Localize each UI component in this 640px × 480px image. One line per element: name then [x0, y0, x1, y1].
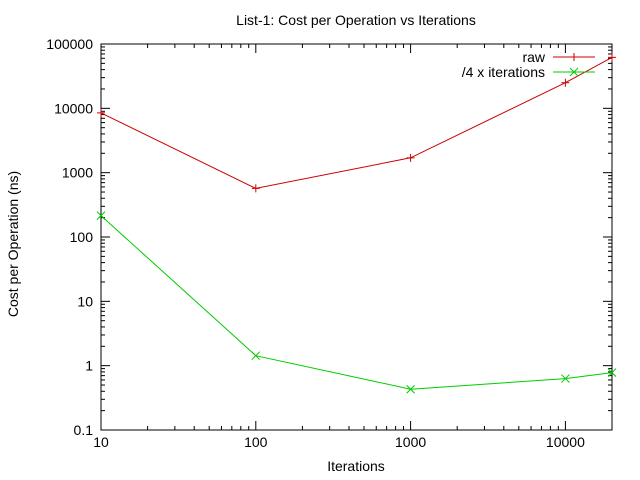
legend: raw/4 x iterations — [462, 49, 595, 80]
series-1-point — [561, 78, 570, 87]
y-axis: 0.1 1 10 100 1000 10000 100000 — [46, 36, 612, 438]
y-tick-label: 100000 — [46, 36, 93, 52]
plot-frame — [100, 43, 613, 431]
series-2-point — [251, 351, 261, 361]
x-tick-label: 100 — [244, 434, 268, 450]
series-2-point — [607, 368, 617, 377]
series-2-point — [561, 374, 570, 383]
legend-marker-2 — [569, 67, 579, 77]
series-1-point — [97, 108, 105, 117]
series-line-2 — [100, 215, 613, 390]
legend-label-2: /4 x iterations — [462, 64, 545, 80]
series-1-point — [608, 53, 616, 62]
y-tick-label: 1000 — [62, 165, 93, 181]
series-1-point — [406, 153, 415, 162]
series-layer — [96, 53, 617, 394]
legend-marker-1 — [570, 53, 578, 61]
x-tick-label: 10000 — [546, 434, 585, 450]
y-tick-label: 10 — [77, 293, 93, 309]
y-tick-label: 10000 — [54, 100, 93, 116]
chart-title: List-1: Cost per Operation vs Iterations — [236, 12, 476, 28]
y-tick-label: 1 — [85, 358, 93, 374]
x-tick-label: 1000 — [395, 434, 426, 450]
x-axis-label: Iterations — [327, 458, 385, 474]
y-tick-label: 100 — [70, 229, 94, 245]
y-tick-label: 0.1 — [74, 422, 94, 438]
series-1-point — [251, 184, 260, 193]
legend-label-1: raw — [522, 49, 545, 65]
series-2-point — [96, 211, 106, 220]
series-2-point — [406, 384, 415, 394]
y-axis-label: Cost per Operation (ns) — [5, 171, 21, 317]
x-tick-label: 10 — [93, 434, 109, 450]
x-axis: 10 100 1000 10000 — [93, 44, 613, 450]
